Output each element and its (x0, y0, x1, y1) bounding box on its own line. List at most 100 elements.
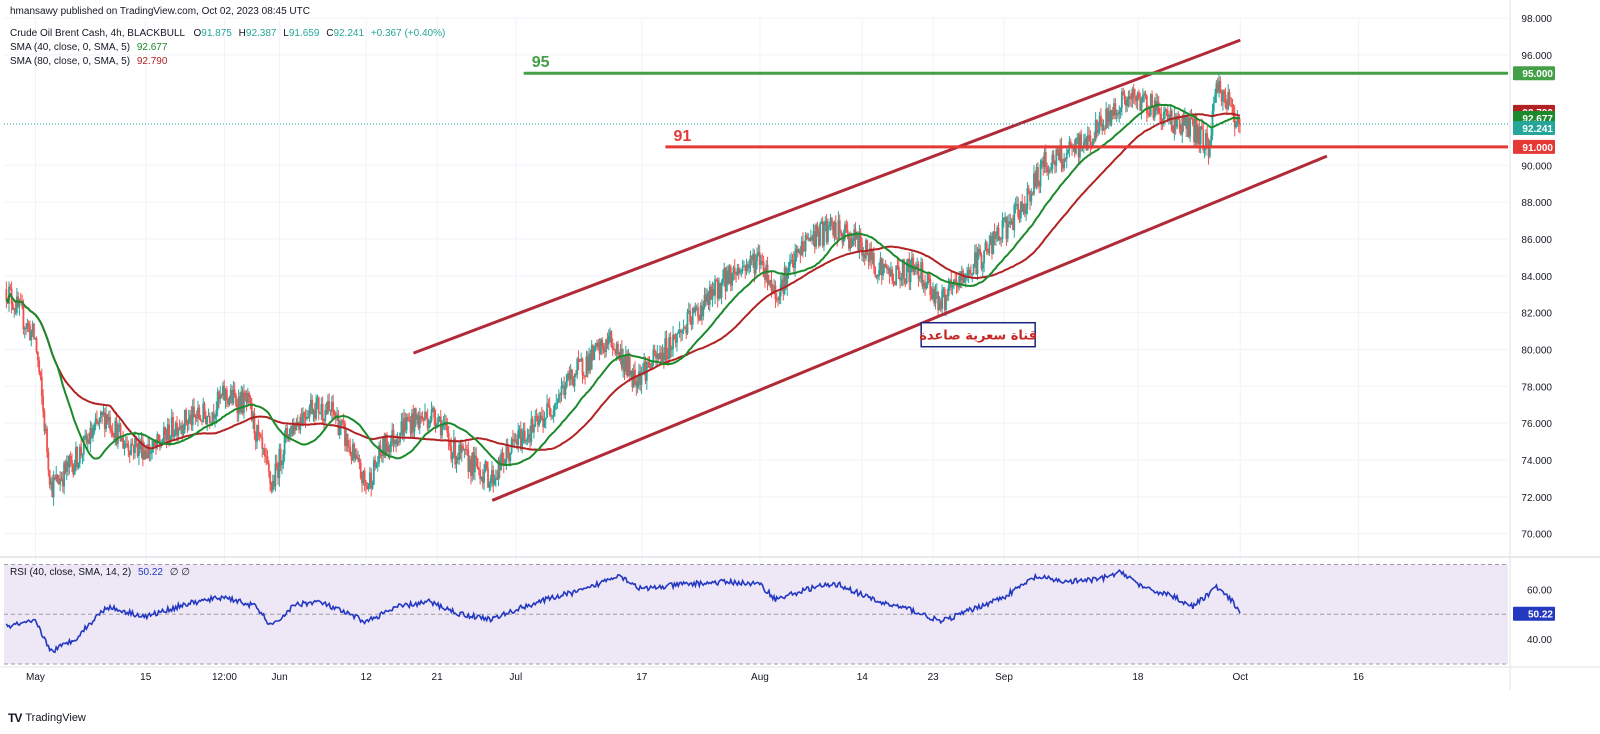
candle-body (1004, 217, 1006, 219)
candle-body (509, 452, 512, 462)
candle-body (871, 253, 874, 260)
candle-body (1114, 103, 1117, 116)
candle-body (677, 331, 680, 334)
candle-body (575, 373, 577, 375)
candle-body (597, 342, 600, 348)
candle-body (1025, 208, 1027, 214)
candle-body (77, 463, 80, 468)
candle-body (224, 389, 227, 401)
candle-body (824, 220, 827, 226)
candle-body (65, 461, 68, 472)
candle-body (481, 476, 484, 483)
candle-body (757, 252, 760, 256)
candle-body (1021, 201, 1024, 212)
candle-body (472, 452, 475, 473)
candle-body (36, 351, 39, 361)
candle-body (529, 434, 531, 442)
candle-body (435, 423, 438, 427)
candle-body (641, 371, 644, 373)
legend-rsi-label: RSI (40, close, SMA, 14, 2) (10, 567, 132, 578)
candle-body (519, 428, 522, 449)
candle-body (165, 435, 168, 440)
candle-body (1197, 126, 1199, 144)
candle-body (361, 478, 363, 484)
candle-body (1173, 116, 1176, 134)
candle-body (827, 226, 829, 243)
candle-body (917, 264, 920, 279)
candle-body (216, 391, 219, 411)
rsi-tick-label: 40.00 (1527, 635, 1552, 646)
candle-body (760, 261, 762, 265)
candle-body (955, 280, 958, 286)
candle-body (370, 472, 373, 489)
candle-body (536, 416, 539, 425)
candle-body (1115, 113, 1118, 116)
candle-body (1008, 221, 1010, 224)
candle-body (932, 288, 934, 300)
x-tick-label: 12:00 (212, 672, 237, 683)
candle-body (88, 439, 90, 444)
candle-body (477, 468, 480, 471)
candle-body (836, 237, 839, 239)
candle-body (257, 424, 260, 435)
candle-body (412, 413, 415, 432)
candle-body (409, 420, 412, 434)
candle-body (1029, 190, 1031, 202)
candle-body (208, 416, 211, 423)
candle-body (1065, 152, 1068, 160)
candle-body (1026, 188, 1029, 209)
candle-body (698, 316, 701, 321)
y-tick-label: 88.000 (1521, 198, 1552, 209)
candle-body (345, 433, 348, 446)
candle-body (105, 414, 108, 430)
candle-body (1069, 141, 1072, 146)
candle-body (309, 399, 312, 408)
candle-body (896, 265, 899, 267)
candle-body (672, 334, 674, 349)
candle-body (138, 441, 140, 456)
candle-body (1054, 163, 1056, 166)
candle-body (494, 477, 497, 479)
candle-body (706, 293, 709, 303)
candle-body (1198, 126, 1201, 145)
candle-body (270, 484, 273, 491)
candle-body (1123, 94, 1126, 101)
candle-body (131, 443, 134, 446)
candle-body (661, 352, 664, 364)
candle-body (127, 445, 130, 451)
candle-body (813, 231, 816, 247)
candle-body (582, 374, 585, 376)
candle-body (189, 414, 191, 418)
candle-body (630, 370, 632, 376)
candle-body (235, 395, 237, 406)
candle-body (1149, 94, 1152, 116)
candle-body (73, 466, 76, 475)
candle-body (980, 254, 983, 269)
candle-body (1030, 193, 1033, 202)
candle-body (662, 352, 665, 361)
footer-brand: TV TradingView (8, 711, 86, 725)
candle-body (1067, 149, 1069, 153)
candle-body (1012, 220, 1014, 231)
candle-body (115, 420, 118, 444)
candle-body (229, 389, 232, 399)
candle-body (890, 269, 892, 277)
candle-body (970, 273, 972, 275)
price-tag-label: 92.677 (1522, 114, 1553, 125)
candle-body (819, 223, 821, 246)
candle-body (1044, 152, 1047, 167)
legend-sma80-value: 92.790 (136, 56, 168, 67)
candle-body (471, 452, 474, 476)
candle-body (114, 420, 117, 438)
candle-body (1178, 119, 1181, 130)
candle-body (539, 415, 542, 421)
candle-body (5, 289, 8, 300)
candle-body (1055, 149, 1058, 166)
price-axis: 70.000 72.000 74.000 76.000 78.000 80.000 82.0… (1509, 0, 1552, 690)
candle-body (664, 338, 667, 361)
candle-body (294, 422, 296, 431)
candle-body (21, 302, 24, 306)
candle-body (316, 397, 319, 402)
candle-body (867, 253, 870, 262)
candle-body (72, 464, 75, 475)
